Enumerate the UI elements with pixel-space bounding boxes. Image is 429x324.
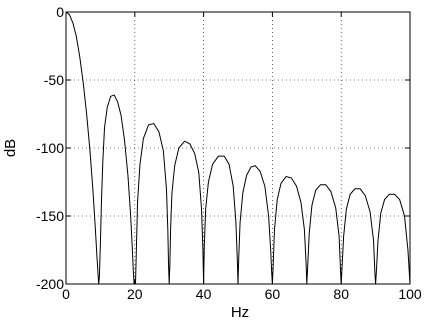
y-gridlines <box>66 79 410 217</box>
x-ticks: 0 20 40 60 80 100 <box>62 12 422 302</box>
x-tick-label: 60 <box>265 286 281 302</box>
x-tick-label: 0 <box>62 286 70 302</box>
series-line <box>65 11 411 285</box>
x-axis-label: Hz <box>231 304 249 321</box>
x-tick-label: 80 <box>333 286 349 302</box>
y-tick-label: -150 <box>36 208 64 224</box>
y-tick-label: -100 <box>36 140 64 156</box>
x-tick-label: 20 <box>127 286 143 302</box>
y-ticks: 0 -50 -100 -150 -200 <box>36 4 410 292</box>
y-tick-label: 0 <box>56 4 64 20</box>
y-tick-label: -200 <box>36 276 64 292</box>
x-tick-label: 40 <box>196 286 212 302</box>
x-tick-label: 100 <box>398 286 422 302</box>
y-axis-label: dB <box>2 139 19 157</box>
y-tick-label: -50 <box>44 72 64 88</box>
